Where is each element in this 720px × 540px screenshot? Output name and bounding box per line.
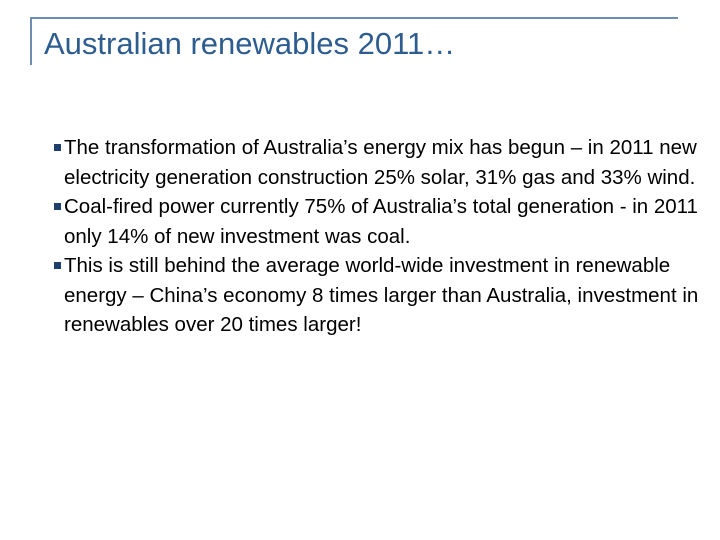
frame-line <box>30 17 32 65</box>
bullet-text: Coal-fired power currently 75% of Austra… <box>64 195 698 248</box>
bullet-text: This is still behind the average world-w… <box>64 254 699 336</box>
bullet-item: This is still behind the average world-w… <box>0 251 704 340</box>
bullet-item: The transformation of Australia’s energy… <box>0 133 704 192</box>
bullet-marker <box>54 203 61 210</box>
slide-title: Australian renewables 2011… <box>44 26 456 61</box>
bullet-marker <box>54 262 61 269</box>
frame-line <box>30 17 678 19</box>
bullet-list: The transformation of Australia’s energy… <box>0 133 720 340</box>
bullet-text: The transformation of Australia’s energy… <box>64 136 697 189</box>
bullet-item: Coal-fired power currently 75% of Austra… <box>0 192 704 251</box>
bullet-marker <box>54 144 61 151</box>
